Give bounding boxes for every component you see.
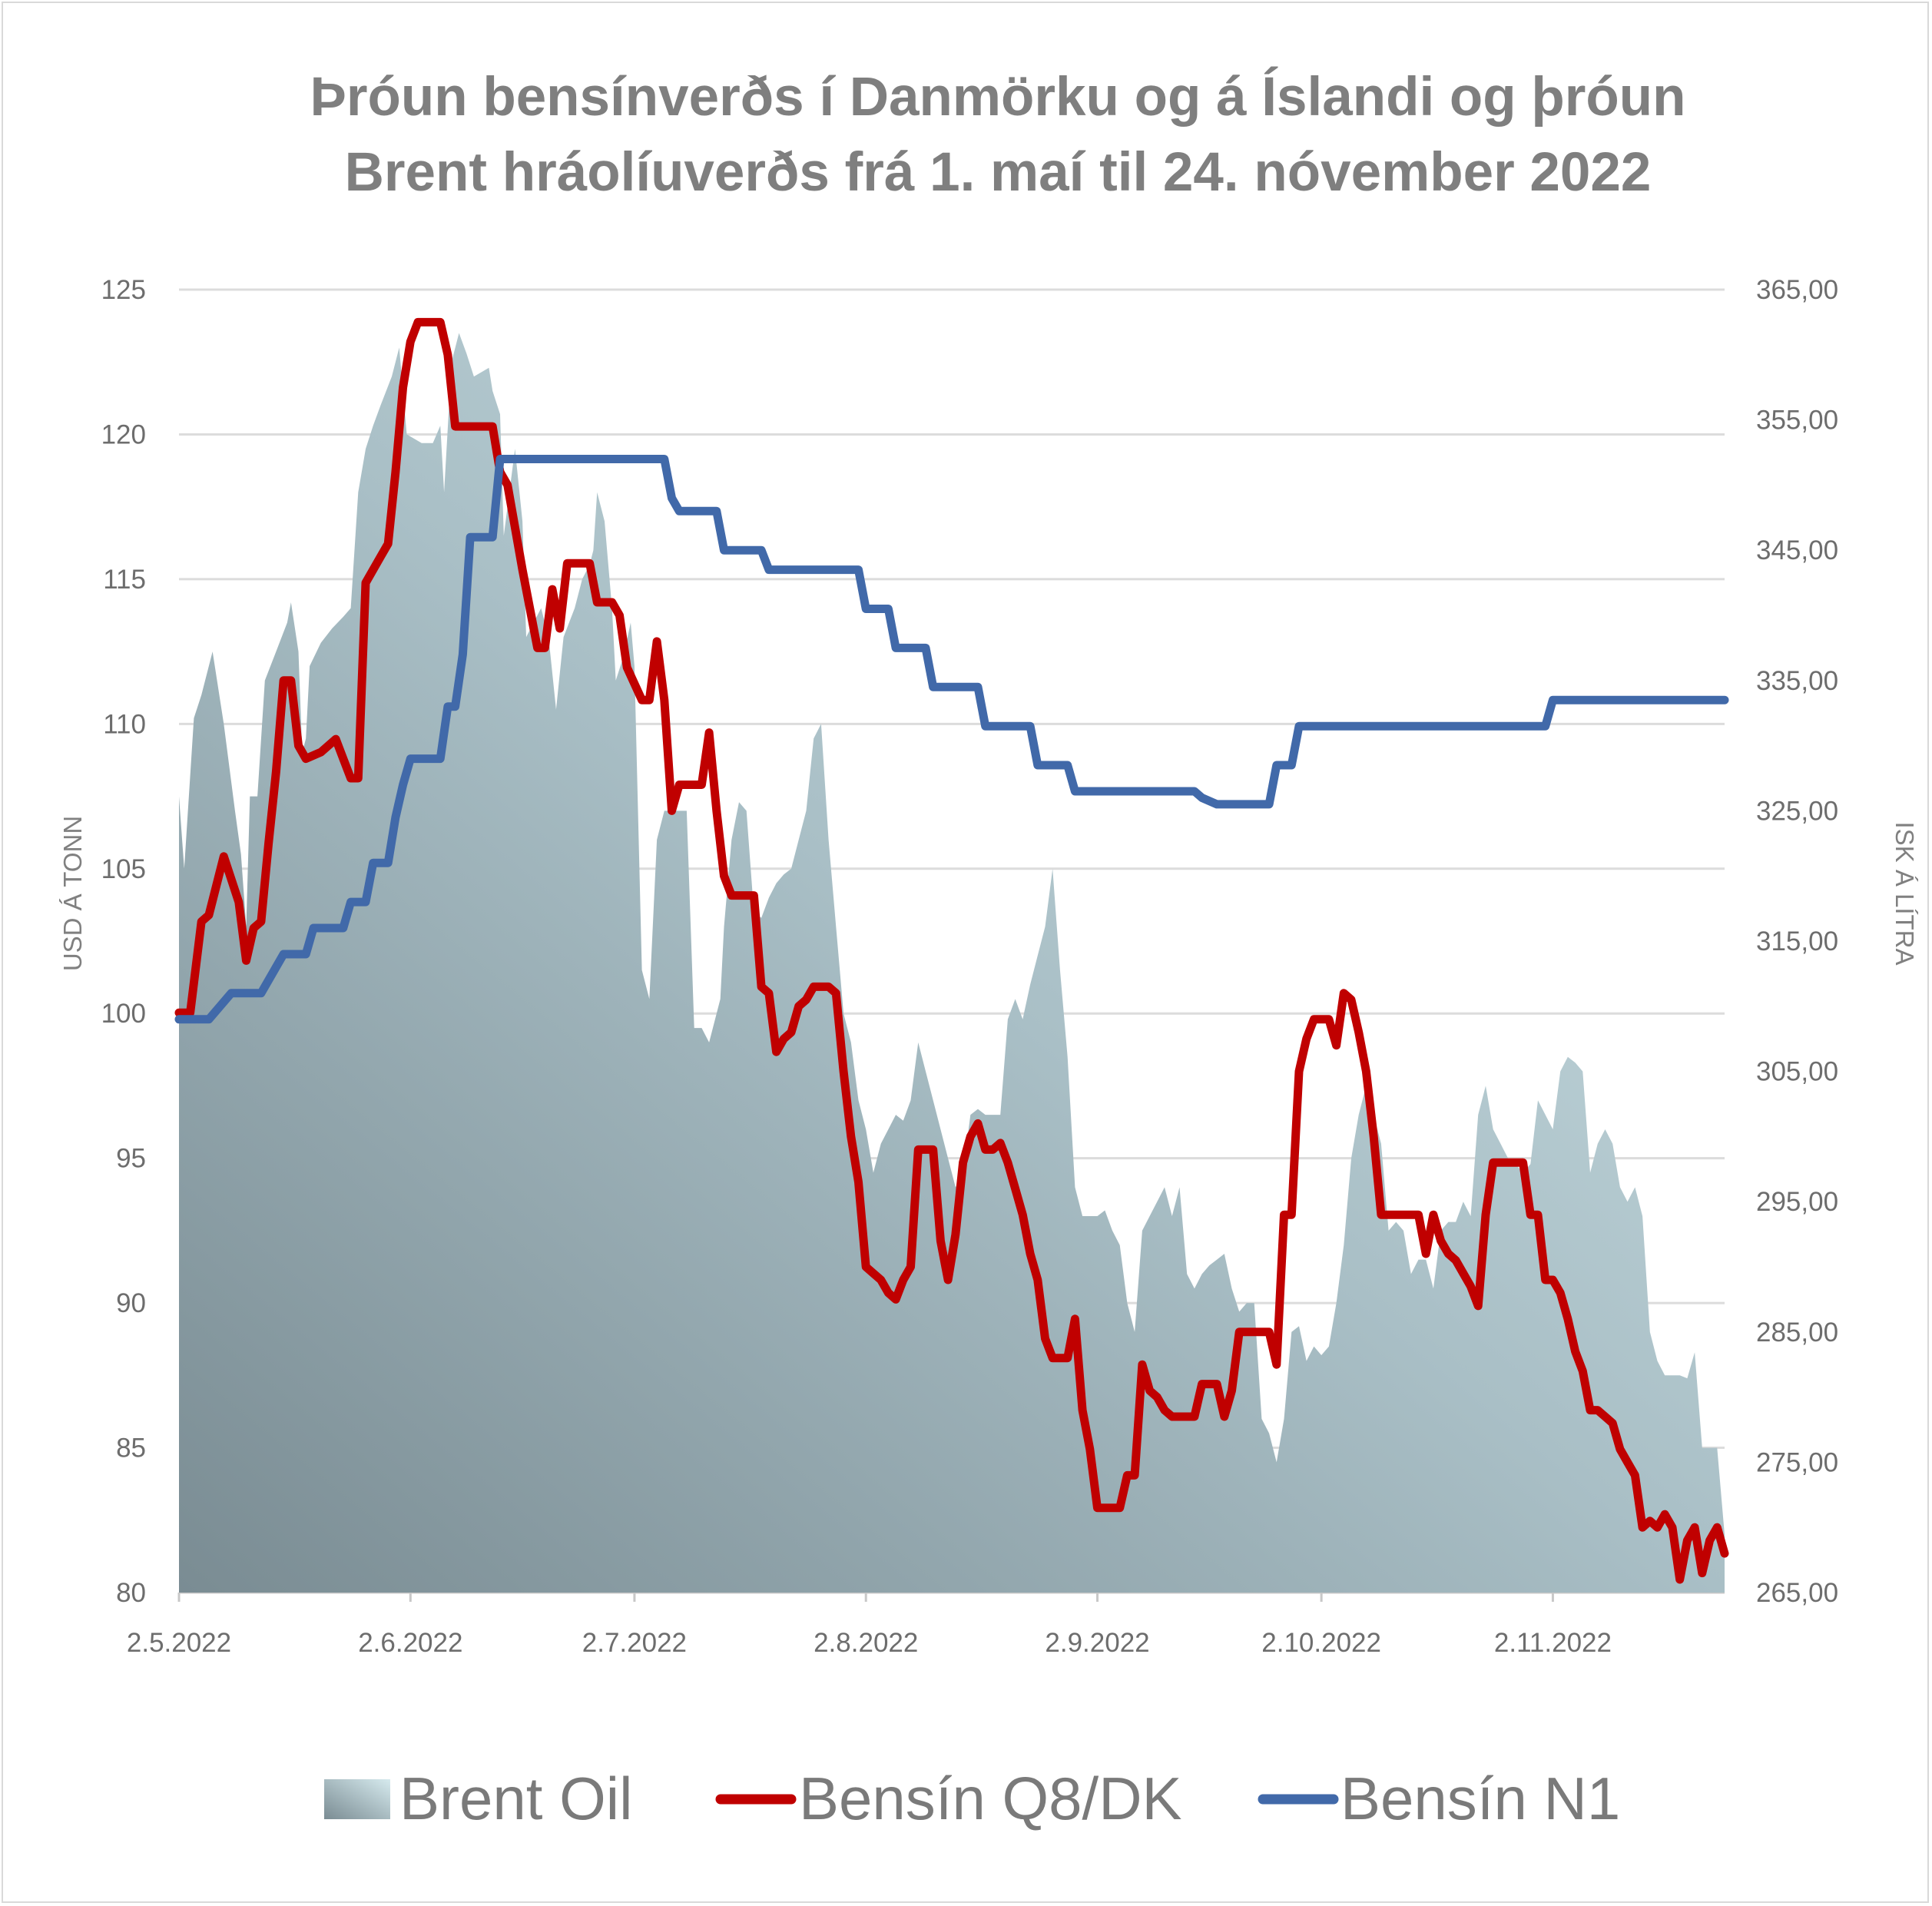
left-tick-label: 120: [101, 419, 146, 449]
left-axis-title: USD Á TONN: [58, 816, 87, 971]
left-tick-label: 110: [103, 709, 146, 739]
left-tick-label: 105: [101, 854, 146, 884]
right-tick-label: 265,00: [1756, 1578, 1838, 1608]
legend: Brent Oil Bensín Q8/DK Bensín N1: [324, 1765, 1620, 1832]
left-tick-label: 85: [116, 1434, 146, 1463]
chart-title-line-2: Brent hráolíuverðs frá 1. maí til 24. nó…: [345, 142, 1652, 203]
right-tick-label: 315,00: [1756, 926, 1838, 956]
x-tick-label: 2.9.2022: [1045, 1628, 1149, 1658]
right-tick-label: 325,00: [1756, 796, 1838, 826]
x-tick-label: 2.8.2022: [814, 1628, 918, 1658]
right-tick-label: 365,00: [1756, 275, 1838, 305]
left-tick-label: 115: [103, 565, 146, 595]
left-tick-label: 100: [101, 999, 146, 1029]
right-axis-ticks: 265,00 275,00 285,00 295,00 305,00 315,00 325,…: [1756, 275, 1838, 1608]
line-layer: [174, 317, 1729, 1584]
x-tick-label: 2.10.2022: [1261, 1628, 1381, 1658]
right-tick-label: 335,00: [1756, 666, 1838, 696]
series-area-brent-oil: [179, 333, 1725, 1593]
legend-swatch-brent-oil: [324, 1779, 390, 1819]
brent-area-layer: [179, 333, 1725, 1593]
right-tick-label: 345,00: [1756, 535, 1838, 565]
left-tick-label: 80: [116, 1578, 146, 1608]
legend-label-bensin-q8: Bensín Q8/DK: [799, 1765, 1182, 1832]
x-tick-label: 2.7.2022: [582, 1628, 687, 1658]
right-tick-label: 305,00: [1756, 1057, 1838, 1087]
series-line-bens-n-n1: [174, 455, 1729, 1024]
right-tick-label: 285,00: [1756, 1318, 1838, 1347]
right-tick-label: 295,00: [1756, 1187, 1838, 1217]
left-tick-label: 95: [116, 1144, 146, 1174]
left-axis-ticks: 80 85 90 95 100 105 110 115 120 125: [101, 275, 146, 1608]
x-tick-label: 2.6.2022: [358, 1628, 462, 1658]
left-tick-label: 125: [101, 275, 146, 305]
x-tick-label: 2.11.2022: [1494, 1628, 1612, 1658]
legend-label-bensin-n1: Bensín N1: [1340, 1765, 1620, 1832]
series-line-bens-n-q8-dk: [174, 317, 1729, 1584]
x-axis-ticks: 2.5.2022 2.6.2022 2.7.2022 2.8.2022 2.9.2022…: [127, 1593, 1612, 1658]
left-tick-label: 90: [116, 1288, 146, 1318]
chart-title-line-1: Þróun bensínverðs í Danmörku og á Ísland…: [310, 67, 1686, 128]
right-axis-title: ISK Á LÍTRA: [1891, 821, 1919, 965]
legend-label-brent-oil: Brent Oil: [399, 1765, 632, 1832]
x-tick-label: 2.5.2022: [127, 1628, 231, 1658]
right-tick-label: 355,00: [1756, 406, 1838, 436]
right-tick-label: 275,00: [1756, 1447, 1838, 1477]
